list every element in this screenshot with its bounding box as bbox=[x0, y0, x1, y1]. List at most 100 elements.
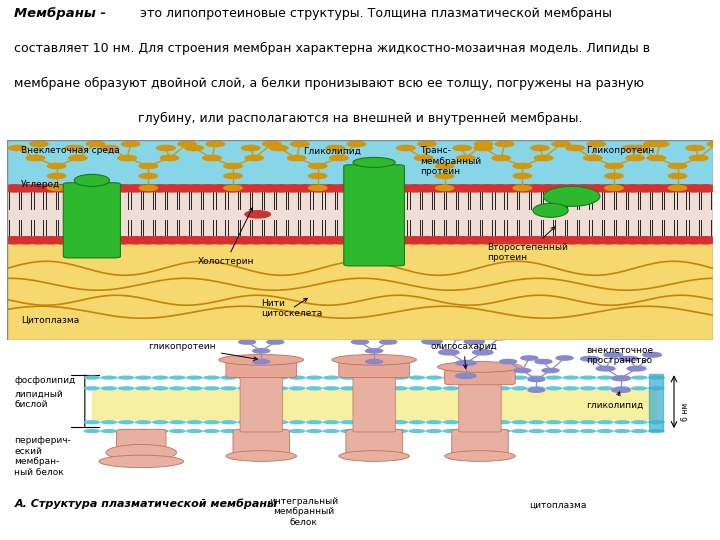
Circle shape bbox=[220, 375, 237, 380]
Circle shape bbox=[50, 237, 76, 244]
Circle shape bbox=[330, 156, 348, 160]
Circle shape bbox=[135, 375, 152, 380]
Circle shape bbox=[562, 386, 580, 390]
Circle shape bbox=[477, 429, 494, 433]
Ellipse shape bbox=[332, 354, 416, 365]
Circle shape bbox=[171, 237, 197, 244]
Circle shape bbox=[511, 429, 528, 433]
Circle shape bbox=[86, 185, 112, 192]
Circle shape bbox=[390, 237, 415, 244]
Circle shape bbox=[456, 373, 476, 379]
Text: это липопротеиновые структуры. Толщина плазматической мембраны: это липопротеиновые структуры. Толщина п… bbox=[140, 7, 613, 20]
Circle shape bbox=[271, 420, 289, 424]
Circle shape bbox=[135, 420, 152, 424]
Circle shape bbox=[341, 185, 366, 192]
Circle shape bbox=[648, 420, 665, 424]
Circle shape bbox=[323, 420, 340, 424]
Circle shape bbox=[50, 185, 76, 192]
Circle shape bbox=[620, 237, 646, 244]
Circle shape bbox=[357, 386, 374, 390]
Circle shape bbox=[86, 141, 104, 146]
Circle shape bbox=[644, 185, 670, 192]
Circle shape bbox=[208, 237, 233, 244]
Circle shape bbox=[632, 185, 658, 192]
Circle shape bbox=[244, 185, 269, 192]
Circle shape bbox=[1, 237, 27, 244]
Circle shape bbox=[203, 420, 220, 424]
Circle shape bbox=[260, 331, 276, 335]
Circle shape bbox=[668, 185, 687, 191]
Circle shape bbox=[643, 353, 662, 357]
Circle shape bbox=[536, 185, 561, 192]
Circle shape bbox=[152, 429, 168, 433]
Circle shape bbox=[511, 185, 536, 192]
Circle shape bbox=[139, 164, 158, 168]
Circle shape bbox=[169, 429, 186, 433]
FancyBboxPatch shape bbox=[339, 360, 410, 377]
Circle shape bbox=[693, 185, 719, 192]
Ellipse shape bbox=[106, 444, 176, 461]
Ellipse shape bbox=[445, 451, 516, 461]
Text: олигосахарид: олигосахарид bbox=[431, 342, 498, 368]
FancyBboxPatch shape bbox=[445, 367, 516, 384]
Circle shape bbox=[474, 145, 492, 151]
Circle shape bbox=[451, 185, 476, 192]
Circle shape bbox=[123, 237, 148, 244]
Text: фосфолипид: фосфолипид bbox=[14, 376, 76, 385]
Circle shape bbox=[347, 141, 366, 146]
Circle shape bbox=[253, 360, 270, 364]
Circle shape bbox=[74, 237, 100, 244]
Circle shape bbox=[220, 420, 237, 424]
Circle shape bbox=[402, 237, 427, 244]
Circle shape bbox=[657, 185, 682, 192]
Circle shape bbox=[536, 237, 561, 244]
Circle shape bbox=[631, 429, 648, 433]
Circle shape bbox=[340, 375, 357, 380]
Circle shape bbox=[474, 141, 492, 146]
Circle shape bbox=[528, 377, 545, 382]
Circle shape bbox=[456, 156, 475, 160]
Circle shape bbox=[426, 185, 451, 192]
FancyBboxPatch shape bbox=[233, 429, 289, 460]
Circle shape bbox=[232, 185, 258, 192]
Circle shape bbox=[668, 173, 687, 179]
Circle shape bbox=[289, 375, 305, 380]
Circle shape bbox=[171, 185, 197, 192]
Circle shape bbox=[186, 375, 203, 380]
Circle shape bbox=[460, 375, 477, 380]
Circle shape bbox=[391, 375, 408, 380]
Circle shape bbox=[414, 156, 433, 160]
Circle shape bbox=[84, 375, 100, 380]
Circle shape bbox=[572, 185, 597, 192]
Circle shape bbox=[511, 386, 528, 390]
Text: гликопротеин: гликопротеин bbox=[148, 342, 258, 360]
Circle shape bbox=[68, 156, 87, 160]
Circle shape bbox=[394, 327, 411, 332]
Circle shape bbox=[308, 164, 327, 168]
Text: Транс-
мембранный
протеин: Транс- мембранный протеин bbox=[420, 146, 481, 176]
Circle shape bbox=[100, 145, 119, 151]
Circle shape bbox=[669, 185, 694, 192]
Text: 6 нм: 6 нм bbox=[681, 402, 690, 421]
Circle shape bbox=[528, 420, 545, 424]
Circle shape bbox=[232, 237, 258, 244]
Circle shape bbox=[84, 420, 100, 424]
FancyBboxPatch shape bbox=[459, 382, 501, 432]
Circle shape bbox=[224, 173, 242, 179]
Circle shape bbox=[74, 185, 100, 192]
Ellipse shape bbox=[438, 362, 522, 372]
Circle shape bbox=[596, 185, 621, 192]
Circle shape bbox=[86, 237, 112, 244]
Circle shape bbox=[271, 429, 289, 433]
Circle shape bbox=[657, 237, 682, 244]
Circle shape bbox=[584, 237, 609, 244]
Circle shape bbox=[354, 237, 379, 244]
Circle shape bbox=[477, 375, 494, 380]
Circle shape bbox=[499, 237, 524, 244]
Circle shape bbox=[523, 237, 549, 244]
Circle shape bbox=[620, 185, 646, 192]
Circle shape bbox=[111, 237, 136, 244]
Circle shape bbox=[256, 237, 282, 244]
Circle shape bbox=[323, 386, 340, 390]
Circle shape bbox=[117, 429, 135, 433]
